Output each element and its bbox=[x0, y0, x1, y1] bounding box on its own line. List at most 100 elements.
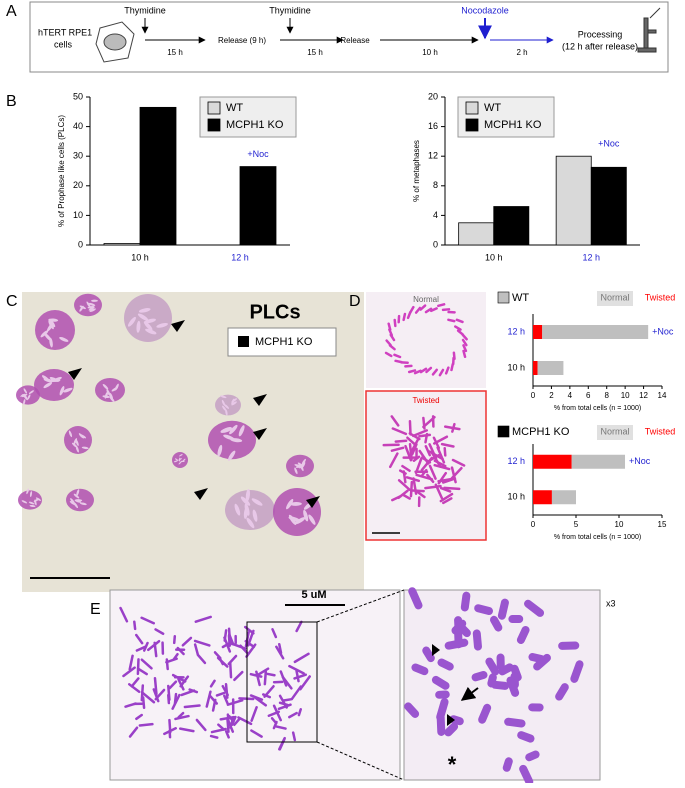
y-tick-label: 16 bbox=[428, 121, 438, 131]
micrograph bbox=[110, 590, 400, 780]
cell bbox=[215, 395, 241, 416]
cell bbox=[34, 369, 74, 401]
chromosome bbox=[445, 448, 446, 455]
x-tick-label: 8 bbox=[604, 391, 609, 400]
y-tick-label: 30 bbox=[73, 151, 83, 161]
chromosome bbox=[444, 488, 459, 489]
bar-segment bbox=[572, 455, 625, 469]
chromosome bbox=[476, 675, 484, 677]
chromosome bbox=[268, 674, 275, 675]
chromosome bbox=[574, 664, 579, 679]
image-title: PLCs bbox=[249, 301, 300, 323]
treatment: Nocodazole bbox=[461, 5, 509, 15]
x-tick-label: 10 h bbox=[485, 252, 503, 262]
cell bbox=[124, 294, 172, 342]
chromosome bbox=[284, 699, 292, 700]
annotation: +Noc bbox=[652, 326, 674, 336]
x-tick-label: 15 bbox=[658, 520, 667, 529]
chromosome bbox=[404, 314, 405, 320]
legend-swatch bbox=[208, 102, 220, 114]
chromosome bbox=[229, 636, 230, 646]
chromosome bbox=[239, 698, 253, 699]
panel-label: D bbox=[349, 293, 361, 310]
cell-line: cells bbox=[54, 39, 73, 49]
chromosome bbox=[478, 608, 489, 611]
legend-swatch bbox=[466, 119, 478, 131]
legend-label: MCPH1 KO bbox=[255, 336, 313, 348]
legend-swatch bbox=[208, 119, 220, 131]
bar bbox=[240, 167, 276, 245]
step: Release (9 h) bbox=[218, 36, 266, 45]
chromosome bbox=[458, 630, 459, 645]
chromosome bbox=[465, 596, 467, 608]
chromosome bbox=[143, 697, 144, 707]
chromosome bbox=[279, 644, 281, 653]
chromosome bbox=[230, 663, 231, 677]
y-axis-label: % of Prophase like cells (PLCs) bbox=[57, 115, 66, 227]
legend-label: Twisted bbox=[645, 426, 676, 436]
cell bbox=[35, 310, 75, 350]
chromosome bbox=[523, 769, 529, 782]
cell bbox=[273, 488, 321, 536]
chromosome bbox=[489, 662, 495, 672]
x-tick-label: 12 h bbox=[582, 252, 600, 262]
chromosome bbox=[502, 603, 505, 616]
chromosome bbox=[482, 708, 487, 720]
x-tick-label: 0 bbox=[531, 520, 536, 529]
x-tick-label: 10 bbox=[621, 391, 630, 400]
bar-segment bbox=[542, 325, 648, 339]
chromosome bbox=[436, 680, 446, 686]
x-axis-label: % from total cells (n = 1000) bbox=[554, 405, 641, 412]
x-tick-label: 12 bbox=[639, 391, 648, 400]
chromosome bbox=[228, 720, 229, 732]
x-tick-label: 0 bbox=[531, 391, 536, 400]
bar-segment bbox=[538, 361, 564, 375]
chromosome bbox=[511, 680, 516, 692]
x-tick-label: 10 h bbox=[131, 252, 149, 262]
treatment: Thymidine bbox=[124, 5, 166, 15]
legend-label: Twisted bbox=[645, 292, 676, 302]
interval: 2 h bbox=[516, 48, 527, 57]
interval: 15 h bbox=[167, 48, 183, 57]
cell bbox=[95, 378, 125, 402]
y-tick-label: 20 bbox=[428, 91, 438, 101]
chromosome bbox=[134, 622, 135, 629]
y-tick-label: 10 h bbox=[507, 492, 525, 502]
annotation: +Noc bbox=[598, 139, 620, 149]
chromosome bbox=[293, 733, 295, 740]
y-axis-label: % of metaphases bbox=[412, 140, 421, 202]
cell-line: hTERT RPE1 bbox=[38, 27, 92, 37]
legend-label: WT bbox=[226, 102, 243, 114]
x-axis-label: % from total cells (n = 1000) bbox=[554, 534, 641, 541]
chromosome bbox=[438, 304, 444, 306]
chromosome bbox=[507, 761, 509, 768]
bar-segment bbox=[533, 361, 538, 375]
y-tick-label: 12 h bbox=[507, 456, 525, 466]
legend-label: MCPH1 KO bbox=[484, 119, 542, 131]
microscope-icon bbox=[638, 8, 660, 52]
scale-label: 5 uM bbox=[301, 589, 326, 601]
chromosome bbox=[140, 724, 153, 725]
chromosome bbox=[413, 490, 424, 491]
chromosome bbox=[412, 591, 418, 605]
legend-label: MCPH1 KO bbox=[226, 119, 284, 131]
bar bbox=[140, 107, 176, 245]
annotation: +Noc bbox=[629, 456, 651, 466]
bar bbox=[591, 167, 626, 245]
chromosome bbox=[395, 320, 396, 326]
bar-segment bbox=[533, 490, 552, 504]
y-tick-label: 0 bbox=[78, 239, 83, 249]
nucleus-icon bbox=[104, 34, 126, 50]
chromosome bbox=[532, 657, 541, 659]
step: Processing bbox=[578, 29, 623, 39]
asterisk: * bbox=[448, 752, 457, 777]
bar bbox=[104, 244, 140, 245]
step: Release bbox=[340, 36, 370, 45]
bar bbox=[556, 156, 591, 245]
image-label: Normal bbox=[413, 295, 439, 304]
legend-swatch bbox=[238, 336, 249, 347]
x-tick-label: 10 bbox=[615, 520, 624, 529]
legend-label: Normal bbox=[600, 426, 629, 436]
legend-label: WT bbox=[484, 102, 501, 114]
